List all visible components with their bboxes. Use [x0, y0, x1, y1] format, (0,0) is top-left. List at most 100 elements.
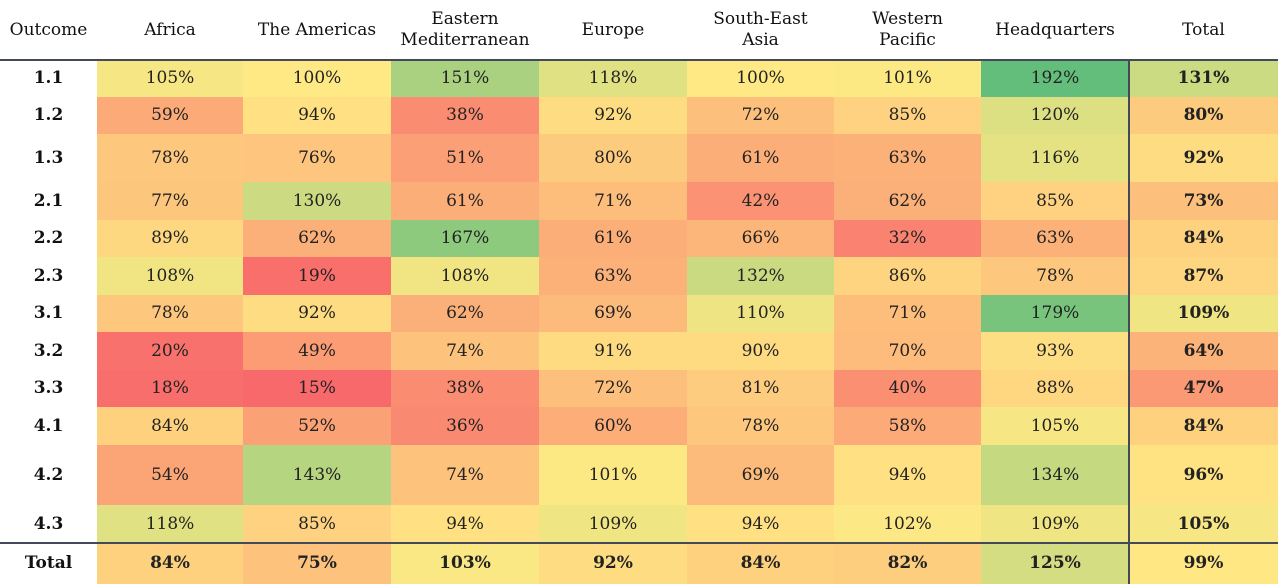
column-header-line: Africa [144, 19, 196, 40]
column-header: Eastern Mediterranean [391, 0, 539, 60]
heatmap-cell: 92% [243, 295, 391, 332]
column-header: Headquarters [981, 0, 1129, 60]
column-header-line: Asia [742, 30, 779, 50]
heatmap-cell: 51% [391, 134, 539, 182]
corner-label: Outcome [9, 19, 88, 40]
heatmap-cell: 20% [97, 332, 243, 370]
heatmap-cell: 86% [834, 257, 981, 295]
heatmap-cell: 132% [687, 257, 834, 295]
heatmap-cell: 143% [243, 445, 391, 505]
heatmap-cell: 38% [391, 370, 539, 407]
heatmap-cell: 94% [391, 505, 539, 543]
column-header-line: Europe [581, 19, 645, 40]
total-row-label: Total [24, 553, 73, 573]
total-row-cell: 82% [834, 543, 981, 584]
row-label: 2.1 [33, 190, 64, 211]
heatmap-cell: 61% [391, 182, 539, 220]
row-label: 2.2 [33, 228, 64, 248]
heatmap-cell: 59% [97, 97, 243, 134]
header-divider-line [0, 59, 1278, 61]
column-header-line: The Americas [257, 19, 377, 40]
heatmap-cell: 61% [687, 134, 834, 182]
row-total-cell: 87% [1129, 257, 1278, 295]
heatmap-cell: 74% [391, 445, 539, 505]
total-row-cell: 99% [1129, 543, 1278, 584]
column-header: The Americas [243, 0, 391, 60]
heatmap-cell: 58% [834, 407, 981, 445]
heatmap-cell: 78% [97, 295, 243, 332]
heatmap-cell: 62% [243, 220, 391, 257]
heatmap-cell: 32% [834, 220, 981, 257]
heatmap-cell: 15% [243, 370, 391, 407]
column-header: Western Pacific [834, 0, 981, 60]
total-row-cell: 125% [981, 543, 1129, 584]
total-row-cell: 84% [97, 543, 243, 584]
heatmap-cell: 94% [834, 445, 981, 505]
heatmap-cell: 118% [97, 505, 243, 543]
heatmap-cell: 78% [687, 407, 834, 445]
heatmap-cell: 62% [834, 182, 981, 220]
heatmap-cell: 88% [981, 370, 1129, 407]
row-total-cell: 84% [1129, 220, 1278, 257]
column-header: South-East Asia [687, 0, 834, 60]
heatmap-cell: 100% [243, 60, 391, 97]
heatmap-cell: 94% [687, 505, 834, 543]
heatmap-cell: 109% [981, 505, 1129, 543]
heatmap-cell: 18% [97, 370, 243, 407]
total-row-divider-line [0, 542, 1278, 544]
heatmap-cell: 85% [834, 97, 981, 134]
heatmap-cell: 105% [981, 407, 1129, 445]
heatmap-cell: 89% [97, 220, 243, 257]
row-label: 1.2 [33, 105, 64, 125]
heatmap-cell: 49% [243, 332, 391, 370]
heatmap-cell: 108% [97, 257, 243, 295]
column-header-line: Mediterranean [400, 30, 530, 50]
heatmap-cell: 179% [981, 295, 1129, 332]
row-total-cell: 64% [1129, 332, 1278, 370]
heatmap-cell: 40% [834, 370, 981, 407]
heatmap-cell: 93% [981, 332, 1129, 370]
heatmap-cell: 134% [981, 445, 1129, 505]
heatmap-cell: 62% [391, 295, 539, 332]
heatmap-cell: 71% [539, 182, 687, 220]
row-total-cell: 92% [1129, 134, 1278, 182]
row-label: 4.1 [33, 415, 64, 436]
column-header: Total [1129, 0, 1278, 60]
heatmap-cell: 78% [981, 257, 1129, 295]
total-row-cell: 103% [391, 543, 539, 584]
row-total-cell: 109% [1129, 295, 1278, 332]
heatmap-cell: 151% [391, 60, 539, 97]
heatmap-cell: 84% [97, 407, 243, 445]
heatmap-cell: 77% [97, 182, 243, 220]
heatmap-cell: 76% [243, 134, 391, 182]
heatmap-cell: 69% [539, 295, 687, 332]
row-total-cell: 84% [1129, 407, 1278, 445]
heatmap-cell: 116% [981, 134, 1129, 182]
row-total-cell: 47% [1129, 370, 1278, 407]
column-header: Europe [539, 0, 687, 60]
heatmap-cell: 108% [391, 257, 539, 295]
heatmap-cell: 101% [539, 445, 687, 505]
row-label: 1.1 [33, 68, 64, 88]
heatmap-cell: 118% [539, 60, 687, 97]
heatmap-cell: 92% [539, 97, 687, 134]
heatmap-cell: 101% [834, 60, 981, 97]
heatmap-cell: 52% [243, 407, 391, 445]
heatmap-cell: 69% [687, 445, 834, 505]
row-label: 1.3 [33, 147, 64, 168]
total-row-cell: 75% [243, 543, 391, 584]
heatmap-cell: 74% [391, 332, 539, 370]
row-total-cell: 131% [1129, 60, 1278, 97]
heatmap-cell: 85% [243, 505, 391, 543]
heatmap-cell: 61% [539, 220, 687, 257]
heatmap-cell: 19% [243, 257, 391, 295]
column-header-line: South-East [713, 9, 808, 29]
column-header-line: Headquarters [995, 19, 1115, 40]
heatmap-cell: 120% [981, 97, 1129, 134]
row-label: 3.3 [33, 378, 64, 398]
heatmap-cell: 38% [391, 97, 539, 134]
heatmap-cell: 109% [539, 505, 687, 543]
heatmap-cell: 94% [243, 97, 391, 134]
heatmap-cell: 78% [97, 134, 243, 182]
